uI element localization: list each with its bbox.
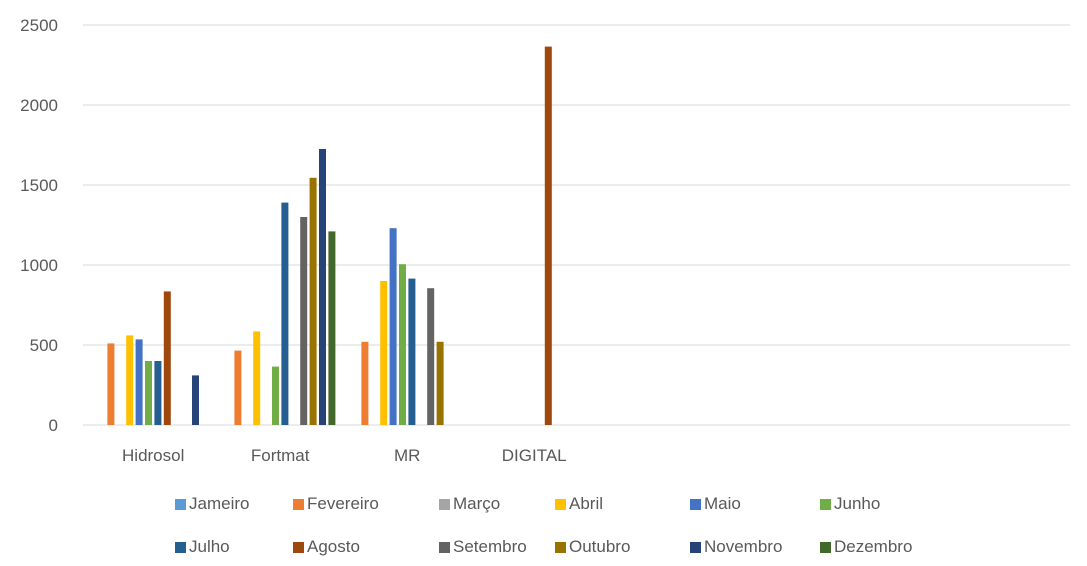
bars <box>107 46 552 425</box>
bar-julho-hidrosol <box>154 361 162 425</box>
y-axis-ticks: 0 500 1000 1500 2000 2500 <box>20 16 58 435</box>
y-tick-label: 500 <box>30 336 58 355</box>
bar-novembro-fortmat <box>319 149 326 425</box>
y-tick-label: 2500 <box>20 16 58 35</box>
legend-label-julho: Julho <box>189 537 230 556</box>
x-category-label: Hidrosol <box>122 446 184 465</box>
bar-dezembro-fortmat <box>328 231 336 425</box>
legend-label-agosto: Agosto <box>307 537 360 556</box>
legend-swatch-abril <box>555 499 566 510</box>
legend-label-jameiro: Jameiro <box>189 494 249 513</box>
y-tick-label: 1000 <box>20 256 58 275</box>
bar-outubro-fortmat <box>309 177 317 425</box>
bar-agosto-hidrosol <box>163 291 171 425</box>
legend-label-setembro: Setembro <box>453 537 527 556</box>
bar-maio-hidrosol <box>135 339 143 425</box>
y-tick-label: 0 <box>49 416 58 435</box>
legend-label-novembro: Novembro <box>704 537 782 556</box>
legend-label-fevereiro: Fevereiro <box>307 494 379 513</box>
x-category-label: MR <box>394 446 420 465</box>
legend-label-outubro: Outubro <box>569 537 630 556</box>
legend-label-maio: Maio <box>704 494 741 513</box>
bar-junho-hidrosol <box>145 361 152 425</box>
x-category-label: Fortmat <box>251 446 310 465</box>
legend-label-março: Março <box>453 494 500 513</box>
legend-swatch-fevereiro <box>293 499 304 510</box>
legend-label-junho: Junho <box>834 494 880 513</box>
bar-fevereiro-hidrosol <box>107 343 115 425</box>
legend: Jameiro Fevereiro Março Abril Maio Junho Julho… <box>175 494 912 556</box>
y-tick-label: 1500 <box>20 176 58 195</box>
bar-setembro-fortmat <box>300 217 308 425</box>
bar-junho-fortmat <box>272 366 279 425</box>
legend-swatch-agosto <box>293 542 304 553</box>
bar-julho-mr <box>408 278 416 425</box>
bar-junho-mr <box>399 264 406 425</box>
bar-abril-fortmat <box>253 331 261 425</box>
legend-swatch-outubro <box>555 542 566 553</box>
bar-fevereiro-mr <box>361 341 369 425</box>
legend-label-abril: Abril <box>569 494 603 513</box>
legend-swatch-setembro <box>439 542 450 553</box>
gridlines <box>83 24 1070 426</box>
bar-maio-mr <box>389 228 397 425</box>
legend-swatch-dezembro <box>820 542 831 553</box>
legend-label-dezembro: Dezembro <box>834 537 912 556</box>
bar-agosto-digital <box>544 46 552 425</box>
bar-setembro-mr <box>427 288 435 425</box>
legend-swatch-maio <box>690 499 701 510</box>
y-tick-label: 2000 <box>20 96 58 115</box>
bar-novembro-hidrosol <box>192 375 199 425</box>
bar-fevereiro-fortmat <box>234 350 242 425</box>
bar-outubro-mr <box>436 341 444 425</box>
bar-abril-hidrosol <box>126 335 134 425</box>
bar-julho-fortmat <box>281 202 289 425</box>
legend-swatch-jameiro <box>175 499 186 510</box>
bar-abril-mr <box>380 281 388 425</box>
legend-swatch-junho <box>820 499 831 510</box>
legend-swatch-julho <box>175 542 186 553</box>
legend-swatch-março <box>439 499 450 510</box>
legend-swatch-novembro <box>690 542 701 553</box>
x-axis-categories: Hidrosol Fortmat MR DIGITAL <box>122 446 567 465</box>
x-category-label: DIGITAL <box>502 446 567 465</box>
